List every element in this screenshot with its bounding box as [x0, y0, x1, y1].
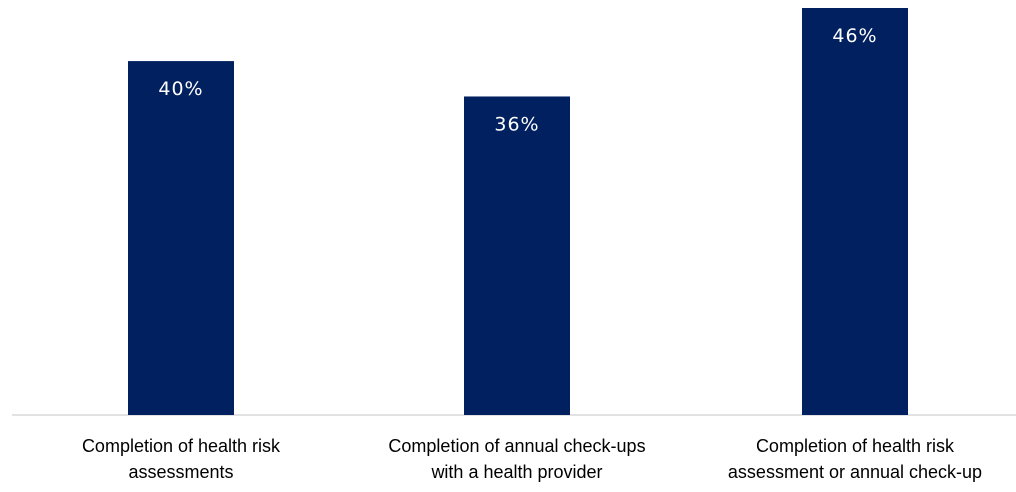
category-label-2-line-1: Completion of annual check-ups	[388, 436, 645, 456]
bar-1	[128, 61, 234, 416]
bar-value-label-3: 46%	[832, 25, 877, 47]
category-label-3-line-1: Completion of health risk	[756, 436, 955, 456]
bar-2	[464, 96, 570, 415]
category-labels-group: Completion of health risk assessments Comp…	[82, 436, 982, 482]
bar-3	[802, 8, 908, 415]
bar-labels-group: 40% 36% 46%	[158, 25, 877, 135]
bar-value-label-1: 40%	[158, 78, 203, 100]
bar-value-label-2: 36%	[494, 113, 539, 135]
category-label-1-line-2: assessments	[128, 462, 233, 482]
category-label-3-line-2: assessment or annual check-up	[728, 462, 982, 482]
category-label-2-line-2: with a health provider	[430, 462, 602, 482]
category-label-1-line-1: Completion of health risk	[82, 436, 281, 456]
bars-group	[128, 8, 908, 416]
